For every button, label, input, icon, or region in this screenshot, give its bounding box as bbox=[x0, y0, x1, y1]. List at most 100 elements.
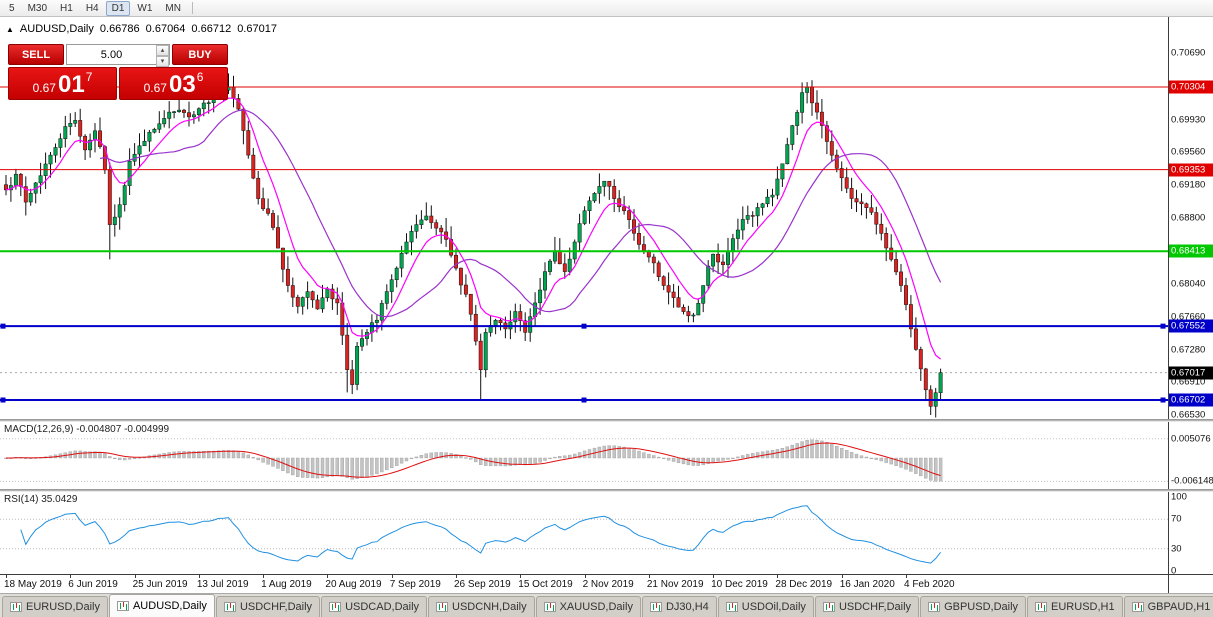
date-tick bbox=[905, 575, 907, 578]
main-chart-canvas[interactable] bbox=[0, 17, 1168, 419]
chart-tab-label: DJ30,H4 bbox=[665, 601, 709, 613]
current-price-badge: 0.67017 bbox=[1169, 366, 1213, 380]
price-axis-label: 0.69180 bbox=[1171, 179, 1206, 191]
price-line-badge: 0.68413 bbox=[1169, 244, 1213, 258]
chart-tab-usdchf-daily[interactable]: USDCHF,Daily bbox=[814, 596, 920, 617]
line-handle[interactable] bbox=[1160, 397, 1166, 403]
rsi-axis[interactable]: 100 70 30 0 bbox=[1168, 492, 1213, 574]
date-label: 26 Sep 2019 bbox=[453, 579, 511, 590]
macd-signal-line bbox=[6, 442, 941, 478]
buy-price-display[interactable]: 0.67 03 6 bbox=[119, 67, 228, 100]
date-label: 25 Jun 2019 bbox=[132, 579, 188, 590]
volume-spinner: ▴ ▾ bbox=[156, 45, 169, 67]
timeframe-button-m30[interactable]: M30 bbox=[27, 2, 48, 14]
chart-tab-dj30-h4[interactable]: DJ30,H4 bbox=[641, 596, 717, 617]
price-axis-label: 0.66530 bbox=[1171, 409, 1206, 419]
chart-tab-icon bbox=[223, 602, 236, 612]
ma-slow-line bbox=[99, 109, 942, 318]
chart-tab-gbpaud-h1[interactable]: GBPAUD,H1 bbox=[1123, 596, 1213, 617]
line-handle[interactable] bbox=[0, 397, 6, 403]
chart-tab-icon bbox=[1131, 602, 1144, 612]
splitter-macd-rsi[interactable] bbox=[0, 489, 1213, 492]
chart-tab-label: EURUSD,H1 bbox=[1051, 601, 1115, 613]
chart-tab-icon bbox=[116, 601, 129, 611]
chart-tab-icon bbox=[725, 602, 738, 612]
volume-down-button[interactable]: ▾ bbox=[156, 56, 169, 67]
date-tick bbox=[584, 575, 586, 578]
date-label: 16 Jan 2020 bbox=[839, 579, 895, 590]
chart-tab-usdoil-daily[interactable]: USDOil,Daily bbox=[717, 596, 814, 617]
macd-axis[interactable]: 0.005076 -0.006148 bbox=[1168, 422, 1213, 489]
chart-tabs-bar: EURUSD,Daily AUDUSD,Daily USDCHF,Daily USDC… bbox=[0, 593, 1213, 617]
sell-price-display[interactable]: 0.67 01 7 bbox=[8, 67, 117, 100]
date-tick bbox=[777, 575, 779, 578]
timeframe-toolbar: 5 M30 H1 H4 D1 W1 MN bbox=[0, 0, 1213, 17]
line-handle[interactable] bbox=[1160, 323, 1166, 329]
price-line-badge: 0.66702 bbox=[1169, 393, 1213, 407]
timeframe-button-mn[interactable]: MN bbox=[165, 2, 181, 14]
date-axis[interactable]: 18 May 2019 6 Jun 2019 25 Jun 2019 13 Jul 2… bbox=[0, 574, 1168, 593]
chart-tab-icon bbox=[822, 602, 835, 612]
date-tick bbox=[263, 575, 265, 578]
price-axis-label: 0.68800 bbox=[1171, 212, 1206, 224]
date-tick bbox=[841, 575, 843, 578]
date-label: 10 Dec 2019 bbox=[711, 579, 768, 590]
price-axis-label: 0.67280 bbox=[1171, 344, 1206, 356]
timeframe-button-5[interactable]: 5 bbox=[9, 2, 15, 14]
line-handle[interactable] bbox=[581, 323, 587, 329]
chart-tab-label: USDCHF,Daily bbox=[239, 601, 313, 613]
rsi-axis-label: 0 bbox=[1171, 565, 1177, 575]
date-label: 13 Jul 2019 bbox=[196, 579, 249, 590]
sell-button[interactable]: SELL bbox=[8, 44, 64, 65]
macd-plot[interactable]: MACD(12,26,9) -0.004807 -0.004999 bbox=[0, 422, 1168, 489]
sell-price-prefix: 0.67 bbox=[32, 81, 56, 95]
date-label: 28 Dec 2019 bbox=[775, 579, 833, 590]
splitter-main-macd[interactable] bbox=[0, 419, 1213, 422]
date-tick bbox=[70, 575, 72, 578]
volume-up-button[interactable]: ▴ bbox=[156, 45, 169, 56]
chart-tab-usdchf-daily[interactable]: USDCHF,Daily bbox=[215, 596, 321, 617]
date-tick bbox=[327, 575, 329, 578]
timeframe-button-h1[interactable]: H1 bbox=[60, 2, 73, 14]
date-label: 20 Aug 2019 bbox=[325, 579, 382, 590]
chart-tab-eurusd-daily[interactable]: EURUSD,Daily bbox=[2, 596, 108, 617]
chart-tab-label: USDOil,Daily bbox=[741, 601, 806, 613]
date-tick bbox=[6, 575, 7, 578]
buy-price-prefix: 0.67 bbox=[143, 81, 167, 95]
line-handle[interactable] bbox=[0, 323, 6, 329]
chart-tab-eurusd-h1[interactable]: EURUSD,H1 bbox=[1027, 596, 1123, 617]
rsi-axis-label: 100 bbox=[1171, 492, 1187, 503]
date-label: 18 May 2019 bbox=[4, 579, 62, 590]
chart-symbol-label: AUDUSD,Daily bbox=[19, 23, 94, 35]
ohlc-high: 0.67064 bbox=[145, 23, 186, 35]
macd-canvas[interactable] bbox=[0, 422, 1168, 489]
chart-tab-icon bbox=[649, 602, 662, 612]
date-tick bbox=[455, 575, 457, 578]
date-label: 4 Feb 2020 bbox=[903, 579, 955, 590]
volume-input[interactable] bbox=[67, 45, 156, 64]
date-tick bbox=[198, 575, 200, 578]
rsi-line bbox=[20, 505, 941, 564]
rsi-axis-label: 70 bbox=[1171, 513, 1182, 525]
rsi-canvas[interactable] bbox=[0, 492, 1168, 574]
main-chart-plot[interactable]: ▲ AUDUSD,Daily 0.66786 0.67064 0.66712 0… bbox=[0, 17, 1168, 419]
rsi-plot[interactable]: RSI(14) 35.0429 bbox=[0, 492, 1168, 574]
timeframe-button-d1[interactable]: D1 bbox=[105, 0, 131, 16]
timeframe-button-h4[interactable]: H4 bbox=[85, 2, 99, 14]
chart-tab-gbpusd-daily[interactable]: GBPUSD,Daily bbox=[920, 596, 1027, 617]
timeframe-button-w1[interactable]: W1 bbox=[137, 2, 153, 14]
sell-price-pipette: 7 bbox=[85, 70, 93, 84]
chart-tab-usdcad-daily[interactable]: USDCAD,Daily bbox=[321, 596, 428, 617]
toolbar-separator bbox=[191, 2, 193, 14]
date-label: 15 Oct 2019 bbox=[518, 579, 573, 590]
chart-tab-xauusd-daily[interactable]: XAUUSD,Daily bbox=[535, 596, 641, 617]
line-handle[interactable] bbox=[581, 397, 587, 403]
main-price-axis[interactable]: 0.70690 0.69930 0.69560 0.69180 0.68800 0.684… bbox=[1168, 17, 1213, 419]
chart-tab-label: USDCHF,Daily bbox=[838, 601, 912, 613]
chart-tab-audusd-daily[interactable]: AUDUSD,Daily bbox=[108, 594, 215, 617]
chart-tab-usdcnh-daily[interactable]: USDCNH,Daily bbox=[428, 596, 535, 617]
price-axis-label: 0.70690 bbox=[1171, 47, 1206, 59]
chart-tab-icon bbox=[329, 602, 342, 612]
buy-button[interactable]: BUY bbox=[172, 44, 228, 65]
chart-marker-icon: ▲ bbox=[6, 24, 14, 34]
